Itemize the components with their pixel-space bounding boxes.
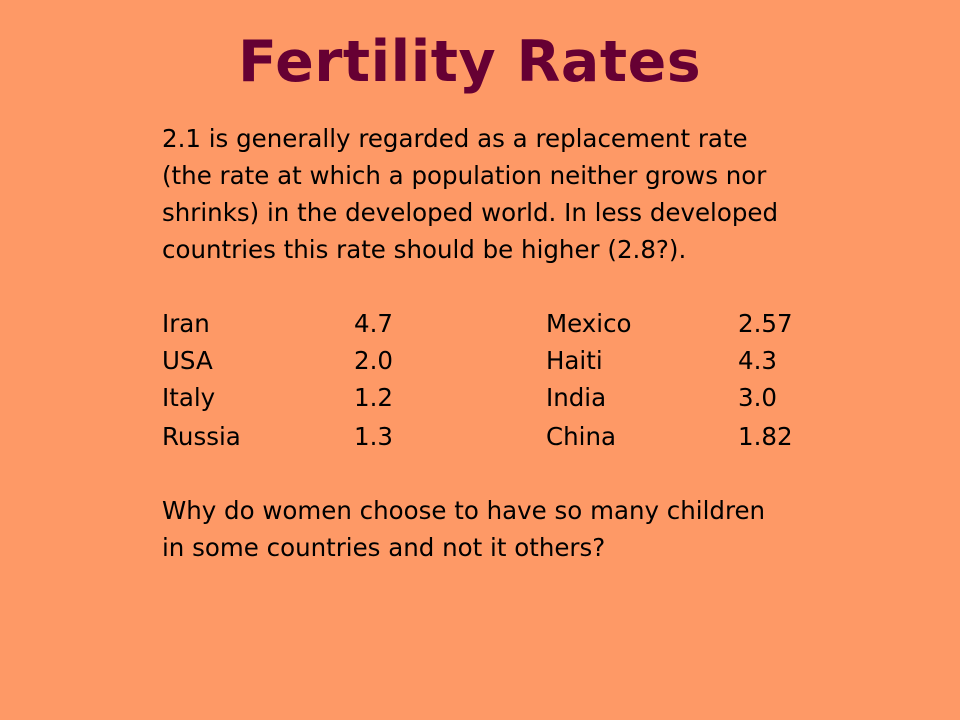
table-row: Iran 4.7 Mexico 2.57 bbox=[162, 305, 862, 342]
table-row: Italy 1.2 India 3.0 bbox=[162, 379, 862, 418]
country-name: USA bbox=[162, 346, 213, 375]
country-name: Mexico bbox=[546, 309, 632, 338]
fertility-rate-value: 4.7 bbox=[354, 309, 393, 338]
fertility-rate-value: 1.82 bbox=[738, 422, 793, 451]
country-name: Italy bbox=[162, 383, 216, 412]
fertility-rate-value: 1.3 bbox=[354, 422, 393, 451]
fertility-rate-value: 1.2 bbox=[354, 383, 393, 412]
slide-title: Fertility Rates bbox=[238, 29, 702, 95]
intro-line: shrinks) in the developed world. In less… bbox=[162, 198, 779, 227]
intro-line: (the rate at which a population neither … bbox=[162, 161, 767, 190]
intro-line: 2.1 is generally regarded as a replaceme… bbox=[162, 124, 748, 153]
question-line: in some countries and not it others? bbox=[162, 533, 606, 562]
fertility-rate-value: 2.57 bbox=[738, 309, 793, 338]
intro-paragraph: 2.1 is generally regarded as a replaceme… bbox=[162, 120, 942, 268]
intro-line: countries this rate should be higher (2.… bbox=[162, 235, 687, 264]
country-name: Russia bbox=[162, 422, 241, 451]
fertility-rate-value: 2.0 bbox=[354, 346, 393, 375]
country-name: China bbox=[546, 422, 616, 451]
fertility-rate-table: Iran 4.7 Mexico 2.57 USA 2.0 Haiti 4.3 I… bbox=[162, 305, 862, 455]
country-name: Iran bbox=[162, 309, 210, 338]
country-name: India bbox=[546, 383, 607, 412]
fertility-rate-value: 4.3 bbox=[738, 346, 777, 375]
table-row: USA 2.0 Haiti 4.3 bbox=[162, 342, 862, 379]
slide-body: 2.1 is generally regarded as a replaceme… bbox=[162, 120, 942, 566]
question-paragraph: Why do women choose to have so many chil… bbox=[162, 492, 942, 566]
country-name: Haiti bbox=[546, 346, 603, 375]
fertility-rate-value: 3.0 bbox=[738, 383, 777, 412]
table-row: Russia 1.3 China 1.82 bbox=[162, 418, 862, 455]
question-line: Why do women choose to have so many chil… bbox=[162, 496, 766, 525]
